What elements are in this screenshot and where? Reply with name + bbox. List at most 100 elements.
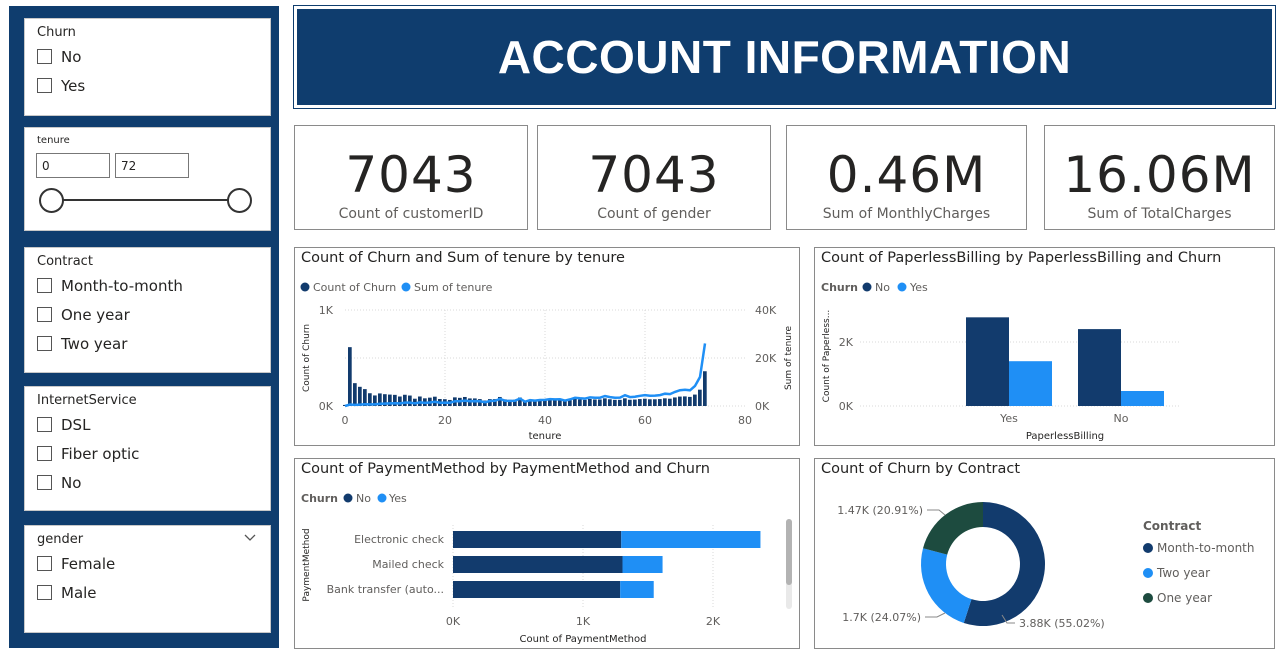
churn-count-bar — [348, 347, 352, 406]
y2-tick-label: 0K — [755, 400, 770, 413]
option-label: Yes — [61, 77, 85, 95]
churn-count-bar — [693, 395, 697, 406]
paperless-billing-chart-panel[interactable]: Count of PaperlessBilling by PaperlessBi… — [814, 247, 1275, 446]
kpi-card-gender[interactable]: 7043 Count of gender — [537, 125, 771, 230]
gender-option-female[interactable]: Female — [25, 549, 270, 578]
x-tick-label: 40 — [538, 414, 552, 427]
churn-count-bar — [668, 399, 672, 406]
tenure-range-slider[interactable] — [39, 188, 254, 212]
checkbox[interactable] — [37, 556, 52, 571]
churn-count-bar — [608, 399, 612, 406]
churn-tenure-chart-panel[interactable]: Count of Churn and Sum of tenure by tenu… — [294, 247, 800, 446]
churn-option-no[interactable]: No — [25, 42, 270, 71]
legend-label-yes: Yes — [388, 492, 407, 505]
x-tick-label: 80 — [738, 414, 752, 427]
churn-count-bar — [673, 397, 677, 406]
slider-max-handle[interactable] — [227, 188, 252, 213]
checkbox[interactable] — [37, 585, 52, 600]
kpi-value: 7043 — [295, 146, 527, 204]
chart-title: Count of Churn and Sum of tenure by tenu… — [301, 250, 625, 266]
tenure-slicer-title: tenure — [37, 135, 270, 146]
x-tick-label: 60 — [638, 414, 652, 427]
contract-donut-chart: 1.47K (20.91%) 1.7K (24.07%) 3.88K (55.0… — [815, 459, 1275, 649]
checkbox[interactable] — [37, 475, 52, 490]
legend-label-one-year: One year — [1157, 591, 1212, 605]
churn-option-yes[interactable]: Yes — [25, 71, 270, 100]
y-axis-title: Count of Paperless... — [822, 310, 832, 403]
internet-option-fiber-optic[interactable]: Fiber optic — [25, 439, 270, 468]
contract-option-month-to-month[interactable]: Month-to-month — [25, 271, 270, 300]
payment-bar-no — [453, 531, 621, 548]
contract-slicer: Contract Month-to-month One year Two yea… — [24, 247, 271, 373]
y-axis-title: Count of Churn — [302, 324, 312, 392]
contract-donut-chart-panel[interactable]: Count of Churn by Contract 1.47K (20.91%… — [814, 458, 1275, 649]
checkbox[interactable] — [37, 278, 52, 293]
slider-min-handle[interactable] — [39, 188, 64, 213]
contract-option-one-year[interactable]: One year — [25, 300, 270, 329]
contract-slicer-title: Contract — [37, 254, 270, 269]
kpi-card-total-charges[interactable]: 16.06M Sum of TotalCharges — [1044, 125, 1275, 230]
legend-marker-yes — [898, 283, 907, 292]
internet-option-no[interactable]: No — [25, 468, 270, 497]
churn-count-bar — [643, 399, 647, 406]
paperless-billing-chart: Churn No Yes 2K 0K Yes No PaperlessBilli… — [815, 248, 1275, 446]
y2-tick-label: 40K — [755, 304, 777, 317]
churn-count-bar — [663, 398, 667, 406]
tenure-min-input[interactable]: 0 — [36, 153, 110, 178]
internet-service-slicer: InternetService DSL Fiber optic No — [24, 386, 271, 511]
churn-count-bar — [703, 371, 707, 406]
paperless-bar-yes — [1121, 391, 1164, 406]
kpi-label: Sum of TotalCharges — [1045, 206, 1274, 222]
checkbox[interactable] — [37, 336, 52, 351]
option-label: Female — [61, 555, 115, 573]
tenure-max-input[interactable]: 72 — [115, 153, 189, 178]
legend-marker-count-of-churn — [301, 283, 310, 292]
x-axis-title: PaperlessBilling — [1026, 431, 1104, 442]
churn-count-bar — [578, 399, 582, 406]
legend-label-count-of-churn: Count of Churn — [313, 281, 396, 294]
paperless-bar-yes — [1009, 361, 1052, 406]
payment-bar-yes — [620, 581, 654, 598]
donut-slice-two-year — [921, 548, 972, 623]
checkbox[interactable] — [37, 446, 52, 461]
scrollbar-thumb[interactable] — [786, 519, 792, 585]
gender-slicer: gender Female Male — [24, 525, 271, 633]
y-tick-label: Mailed check — [372, 558, 444, 571]
payment-method-chart-panel[interactable]: Count of PaymentMethod by PaymentMethod … — [294, 458, 800, 649]
checkbox[interactable] — [37, 417, 52, 432]
option-label: Male — [61, 584, 97, 602]
chevron-down-icon[interactable] — [244, 534, 256, 542]
churn-count-bar — [353, 383, 357, 406]
filter-sidebar: Churn No Yes tenure 0 72 Contract Month-… — [9, 6, 279, 648]
x-tick-label: 0 — [342, 414, 349, 427]
legend-title: Contract — [1143, 519, 1201, 533]
legend-title: Churn — [301, 492, 338, 505]
gender-option-male[interactable]: Male — [25, 578, 270, 607]
checkbox[interactable] — [37, 78, 52, 93]
churn-count-bar — [618, 400, 622, 406]
data-label-one-year: 1.47K (20.91%) — [837, 504, 923, 517]
legend-title: Churn — [821, 281, 858, 294]
data-label-month-to-month: 3.88K (55.02%) — [1019, 617, 1105, 630]
internet-option-dsl[interactable]: DSL — [25, 410, 270, 439]
churn-count-bar — [633, 400, 637, 406]
kpi-card-customer-id[interactable]: 7043 Count of customerID — [294, 125, 528, 230]
leader-line — [925, 613, 945, 617]
checkbox[interactable] — [37, 307, 52, 322]
gender-slicer-title-text: gender — [37, 532, 83, 547]
contract-option-two-year[interactable]: Two year — [25, 329, 270, 358]
churn-count-bar — [593, 399, 597, 406]
x-axis-title: tenure — [529, 431, 562, 442]
option-label: Month-to-month — [61, 277, 183, 295]
kpi-card-monthly-charges[interactable]: 0.46M Sum of MonthlyCharges — [786, 125, 1027, 230]
kpi-value: 16.06M — [1045, 146, 1274, 204]
checkbox[interactable] — [37, 49, 52, 64]
churn-count-bar — [613, 400, 617, 406]
churn-count-bar — [683, 396, 687, 406]
data-label-two-year: 1.7K (24.07%) — [842, 611, 921, 624]
slider-track — [51, 199, 242, 201]
option-label: No — [61, 474, 81, 492]
chart-title: Count of Churn by Contract — [821, 461, 1020, 477]
legend-marker-sum-of-tenure — [402, 283, 411, 292]
kpi-label: Sum of MonthlyCharges — [787, 206, 1026, 222]
